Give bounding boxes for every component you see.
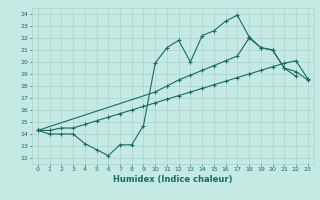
X-axis label: Humidex (Indice chaleur): Humidex (Indice chaleur) bbox=[113, 175, 233, 184]
